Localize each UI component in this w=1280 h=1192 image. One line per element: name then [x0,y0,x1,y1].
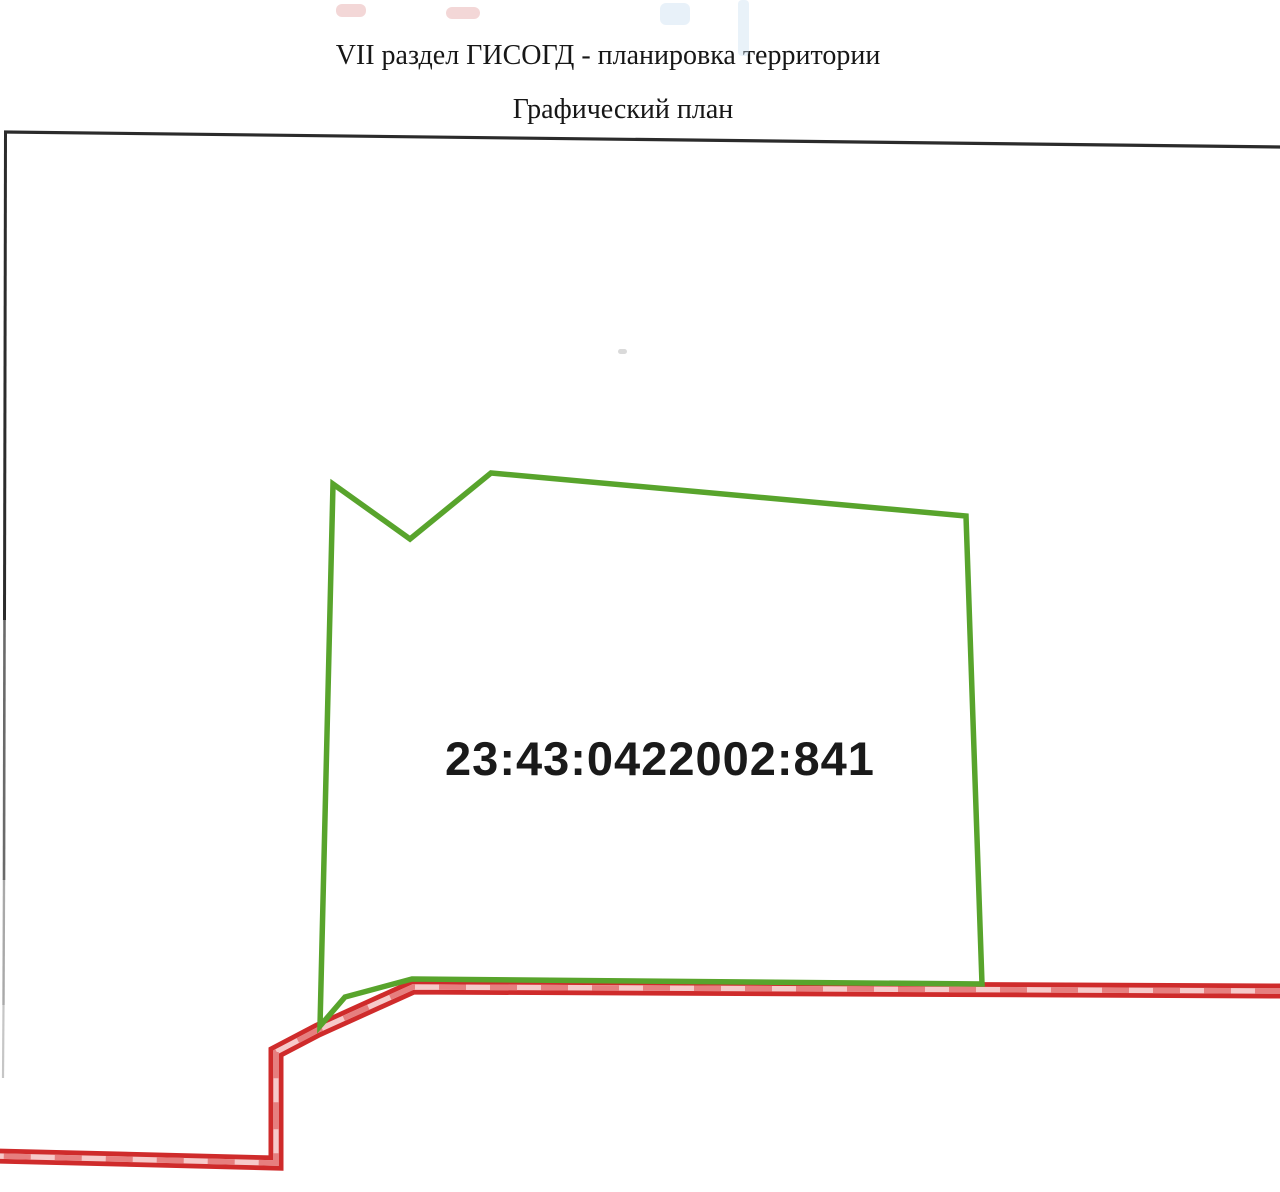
parcel-cadastral-number: 23:43:0422002:841 [445,732,875,785]
parcel-boundary [317,470,985,1034]
frame-left-line [3,130,7,621]
scan-artifact [618,349,627,354]
zone-boundary-gap [0,984,1280,1166]
scan-artifact [336,4,366,17]
frame-left-line-fade [2,619,6,881]
zone-boundary-outer [0,979,1280,1171]
zone-boundary-dashes [0,984,1280,1166]
frame-left-line-fade [1,1004,5,1079]
scan-artifact [738,0,749,56]
scan-artifact [446,7,480,19]
scan-artifact [660,3,690,25]
frame-top-line [3,130,1280,149]
page-subtitle: Графический план [512,94,734,125]
frame-left-line-fade [2,879,6,1006]
page-title: VII раздел ГИСОГД - планировка территори… [335,40,881,71]
